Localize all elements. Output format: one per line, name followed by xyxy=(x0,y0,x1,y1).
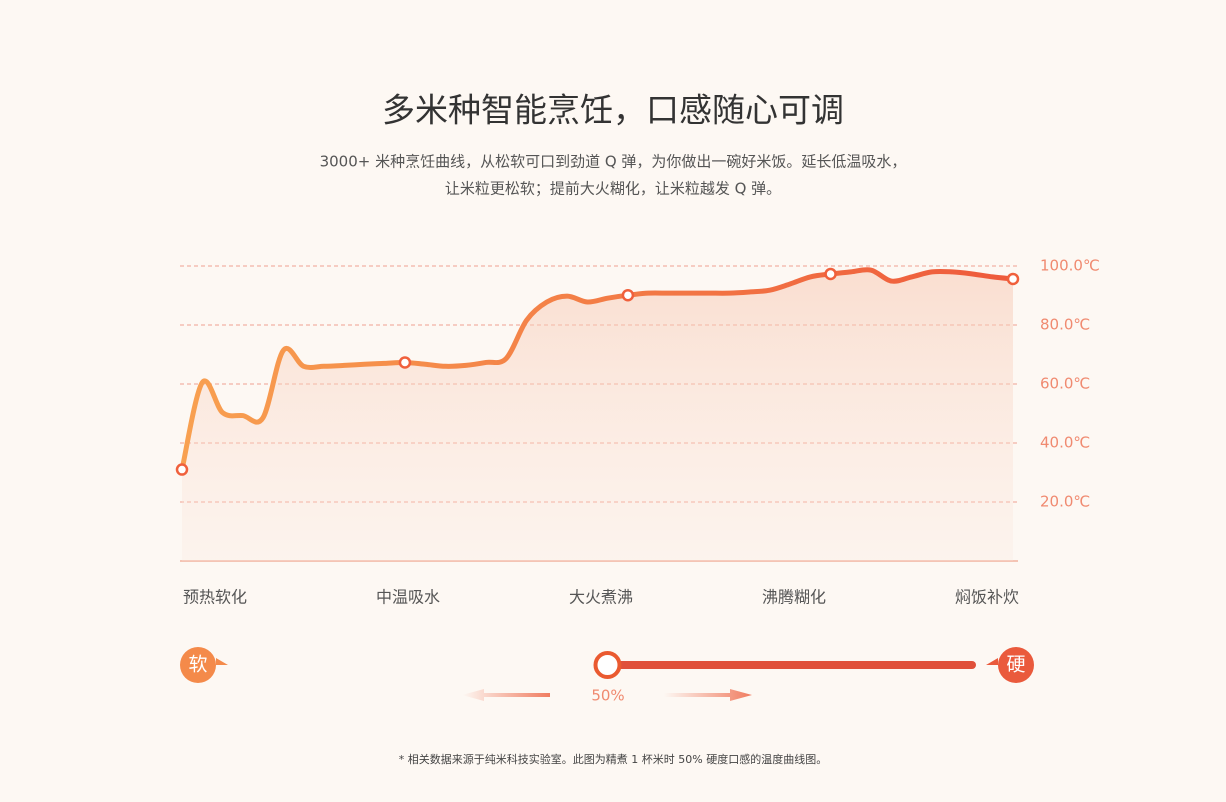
subtitle: 让米粒更松软；提前大火糊化，让米粒越发 Q 弹。 xyxy=(445,180,781,198)
area xyxy=(182,269,1013,561)
x-phase-label: 大火煮沸 xyxy=(569,588,633,607)
hard-badge xyxy=(986,647,1034,683)
point-marker xyxy=(1006,272,1020,286)
footnote: * 相关数据来源于纯米科技实验室。此图为精煮 1 杯米时 50% 硬度口感的温度… xyxy=(399,752,827,766)
point-marker xyxy=(398,356,412,369)
hard-label: 硬 xyxy=(1006,654,1025,676)
arrow-right xyxy=(664,689,752,701)
point-marker xyxy=(621,288,635,302)
x-phase-label: 中温吸水 xyxy=(376,588,440,607)
y-tick-label: 100.0℃ xyxy=(1040,257,1100,275)
slider-thumb xyxy=(593,651,622,679)
y-tick-label: 40.0℃ xyxy=(1040,434,1090,452)
x-phase-label: 沸腾糊化 xyxy=(762,588,826,607)
soft-badge xyxy=(180,647,228,683)
y-tick-label: 60.0℃ xyxy=(1040,375,1090,393)
x-phase-label: 预热软化 xyxy=(183,588,247,607)
point-marker xyxy=(175,463,189,476)
title: 多米种智能烹饪，口感随心可调 xyxy=(382,91,844,130)
y-tick-label: 20.0℃ xyxy=(1040,493,1090,511)
soft-label: 软 xyxy=(188,654,207,676)
x-phase-label: 焖饭补炊 xyxy=(955,588,1019,607)
point-marker xyxy=(824,267,837,281)
slider: 软 硬 50% xyxy=(180,647,1034,705)
subtitle: 3000+ 米种烹饪曲线，从松软可口到劲道 Q 弹，为你做出一碗好米饭。延长低温… xyxy=(320,153,907,171)
y-tick-label: 80.0℃ xyxy=(1040,316,1090,334)
slider-value-label: 50% xyxy=(591,687,624,705)
arrow-left xyxy=(462,689,550,701)
line xyxy=(179,267,1014,471)
